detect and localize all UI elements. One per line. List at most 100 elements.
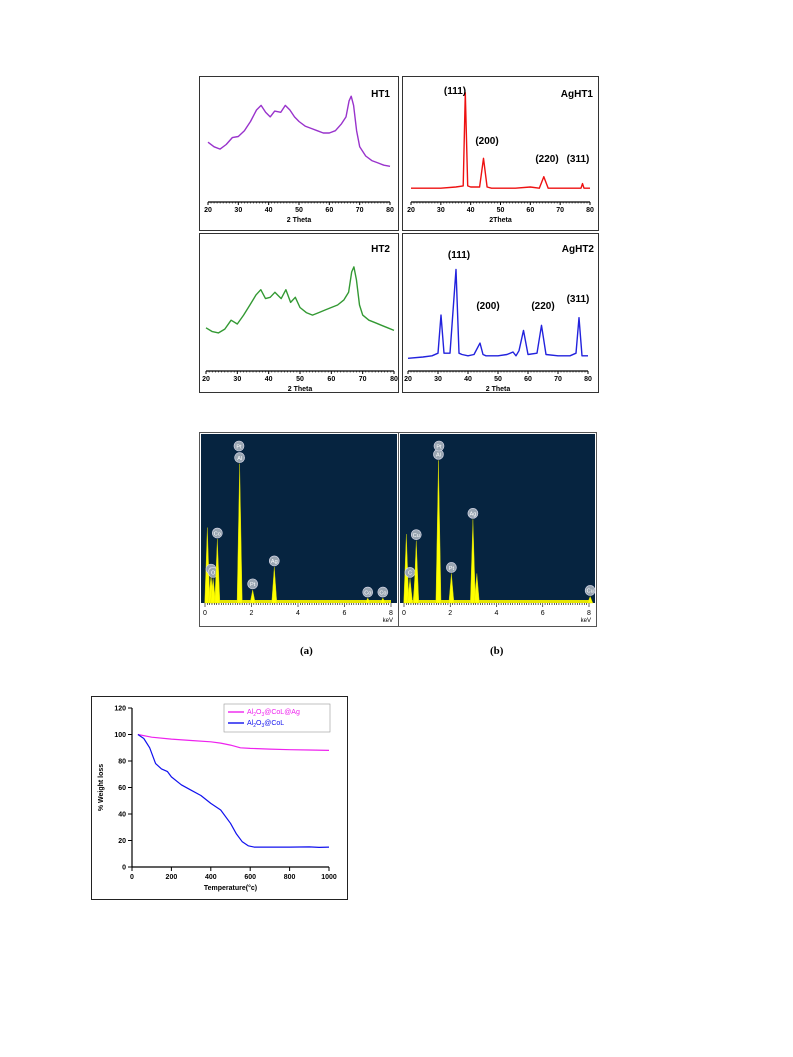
xrd-chart-aght2: 20 30 40 50 60 70 80 2 Theta AgHT2 (111) (200) (220… xyxy=(404,244,595,392)
spectrum-peak xyxy=(249,589,256,604)
element-label: Ag xyxy=(470,512,477,518)
x-tick-label: 0 xyxy=(203,610,207,617)
x-tick-label: 1000 xyxy=(321,874,337,881)
spectrum-peak xyxy=(214,539,221,604)
legend-label: Al2O3@CoL@Ag xyxy=(247,709,300,718)
x-tick-label: 6 xyxy=(541,610,545,617)
chart-title: HT2 xyxy=(371,244,390,255)
x-tick-label: 2 xyxy=(448,610,452,617)
peak-label: (200) xyxy=(475,136,498,147)
caption-b: (b) xyxy=(490,645,504,657)
element-marker xyxy=(247,578,258,590)
x-axis-label: keV xyxy=(383,618,393,624)
element-marker xyxy=(446,562,457,573)
element-marker xyxy=(584,585,596,596)
x-tick-label: 8 xyxy=(389,610,393,617)
chart-title: AgHT2 xyxy=(562,244,595,255)
axis-band xyxy=(201,603,397,624)
x-tick-label: 80 xyxy=(386,207,394,214)
x-tick-label: 30 xyxy=(434,376,442,383)
chart-title: HT1 xyxy=(371,89,390,100)
legend-label: Al2O3@CoL xyxy=(247,720,284,729)
y-axis-label: % Weight loss xyxy=(98,764,105,811)
x-tick-label: 0 xyxy=(130,874,134,881)
element-marker xyxy=(433,440,445,452)
xrd-trace xyxy=(407,268,588,359)
y-tick-label: 100 xyxy=(114,732,126,739)
x-tick-label: 40 xyxy=(265,207,273,214)
element-label: C xyxy=(408,571,412,577)
caption-a: (a) xyxy=(300,645,313,657)
baseline-band xyxy=(404,600,589,603)
element-marker xyxy=(467,508,479,519)
x-tick-label: 50 xyxy=(296,376,304,383)
peak-label: (311) xyxy=(567,294,590,305)
peak-label: (311) xyxy=(567,154,590,165)
x-tick-label: 50 xyxy=(497,207,505,214)
x-tick-label: 40 xyxy=(265,376,273,383)
element-label: Pt xyxy=(436,444,442,450)
y-tick-label: 20 xyxy=(118,838,126,845)
peak-label: (220) xyxy=(535,154,558,165)
x-tick-label: 400 xyxy=(205,874,217,881)
element-label: O xyxy=(211,571,216,577)
y-tick-label: 80 xyxy=(118,759,126,766)
x-tick-label: 2 xyxy=(250,610,254,617)
legend-box xyxy=(223,703,331,733)
element-label: Al xyxy=(436,453,441,459)
peak-label: (111) xyxy=(448,250,470,261)
element-label: Ag xyxy=(271,559,278,565)
element-marker xyxy=(233,440,245,452)
element-label: Al xyxy=(237,456,242,462)
tga-series-line xyxy=(137,734,330,848)
x-axis-label: Temperature(°c) xyxy=(204,884,257,892)
y-tick-label: 0 xyxy=(122,865,126,872)
x-axis-label: keV xyxy=(581,618,591,624)
x-tick-label: 80 xyxy=(390,376,398,383)
spectrum-peak xyxy=(407,578,413,604)
element-marker xyxy=(362,586,374,598)
element-label: Cu xyxy=(413,533,420,539)
eds-panel-b: C Cu Al Pt Ag Cu Pt 0 2 4 6 8 keV xyxy=(398,432,597,627)
x-tick-label: 600 xyxy=(244,874,256,881)
element-label: Co xyxy=(364,590,371,596)
element-marker xyxy=(212,527,223,539)
spectrum-background xyxy=(400,434,595,603)
xrd-chart-ht1: 20 30 40 50 60 70 80 2 Theta HT1 xyxy=(204,89,394,224)
y-tick-label: 40 xyxy=(118,812,126,819)
xrd-chart-ht2: 20 30 40 50 60 70 80 2 Theta HT2 xyxy=(202,244,398,392)
x-tick-label: 40 xyxy=(467,207,475,214)
element-marker xyxy=(234,452,245,463)
x-tick-label: 60 xyxy=(524,376,532,383)
spectrum-peak xyxy=(474,573,480,604)
eds-panel-a: COCoAlPtAgCoCoPt02468keV xyxy=(199,432,399,627)
x-tick-label: 70 xyxy=(356,207,364,214)
y-tick-label: 120 xyxy=(114,706,126,713)
x-tick-label: 20 xyxy=(202,376,210,383)
baseline-band xyxy=(205,600,391,603)
element-label: Pt xyxy=(250,582,256,588)
element-label: Co xyxy=(214,531,221,537)
xrd-trace xyxy=(411,92,590,189)
spectrum-peak xyxy=(379,597,386,604)
x-tick-label: 60 xyxy=(327,376,335,383)
spectrum-peak xyxy=(587,595,594,604)
x-tick-label: 200 xyxy=(166,874,178,881)
spectrum-peak xyxy=(271,566,278,604)
x-tick-label: 70 xyxy=(556,207,564,214)
spectrum-background xyxy=(201,434,397,603)
tga-chart: 0 20 40 60 80 100 120 0 200 400 600 800 1000 Temperat… xyxy=(98,703,337,892)
x-tick-label: 6 xyxy=(343,610,347,617)
x-tick-label: 0 xyxy=(402,610,406,617)
element-marker xyxy=(410,529,422,540)
x-tick-label: 4 xyxy=(296,610,300,617)
xrd-chart-aght1: 20 30 40 50 60 70 80 2Theta AgHT1 (111) (200) (220)… xyxy=(407,86,594,224)
x-tick-label: 8 xyxy=(587,610,591,617)
tga-series-line xyxy=(137,733,330,751)
peak-label: (111) xyxy=(444,86,466,97)
x-tick-label: 50 xyxy=(494,376,502,383)
spectrum-peak xyxy=(413,540,420,604)
x-tick-label: 20 xyxy=(204,207,212,214)
spectrum-peak xyxy=(470,519,476,604)
